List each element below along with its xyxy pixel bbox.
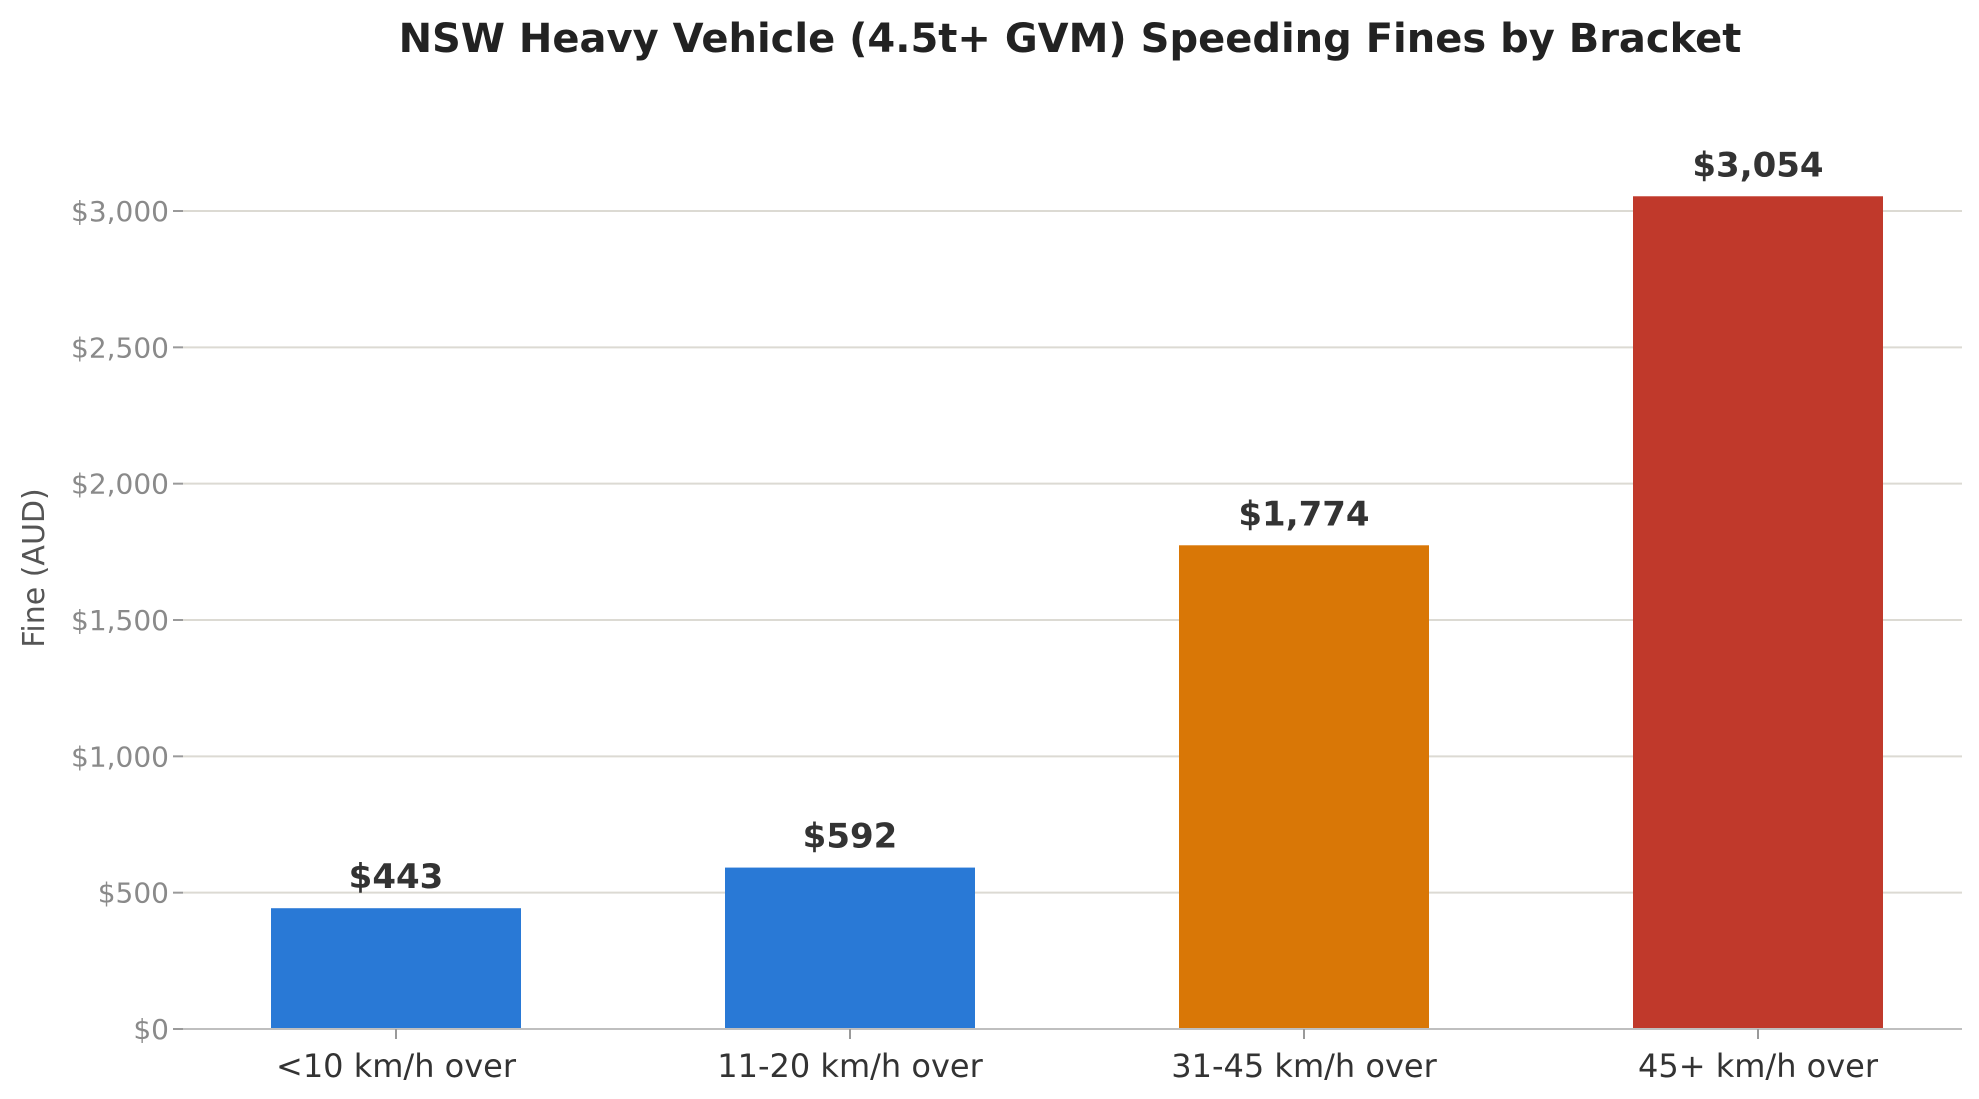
bars — [271, 196, 1883, 1029]
y-axis-label: Fine (AUD) — [17, 488, 52, 647]
chart-title: NSW Heavy Vehicle (4.5t+ GVM) Speeding F… — [399, 16, 1742, 62]
y-tick-label: $500 — [98, 877, 169, 910]
bar — [271, 908, 521, 1029]
y-tick-label: $3,000 — [71, 195, 169, 228]
data-label: $3,054 — [1692, 145, 1823, 185]
x-tick-label: 45+ km/h over — [1638, 1047, 1879, 1085]
y-tick-label: $2,500 — [71, 331, 169, 364]
bar — [725, 867, 975, 1029]
data-labels: $443 $592 $1,774 $3,054 — [349, 145, 1824, 897]
y-axis-ticks: $0 $500 $1,000 $1,500 $2,000 $2,500 $3,000 — [71, 195, 183, 1046]
y-tick-label: $1,000 — [71, 740, 169, 773]
bar — [1179, 545, 1429, 1029]
x-tick-label: <10 km/h over — [276, 1047, 517, 1085]
data-label: $592 — [803, 817, 898, 857]
y-tick-label: $1,500 — [71, 604, 169, 637]
data-label: $1,774 — [1238, 494, 1369, 534]
x-axis-ticks: <10 km/h over 11-20 km/h over 31-45 km/h o… — [276, 1029, 1879, 1085]
x-tick-label: 31-45 km/h over — [1171, 1047, 1437, 1085]
x-tick-label: 11-20 km/h over — [717, 1047, 983, 1085]
data-label: $443 — [349, 857, 444, 897]
y-tick-label: $0 — [133, 1013, 169, 1046]
bar — [1633, 196, 1883, 1029]
y-tick-label: $2,000 — [71, 468, 169, 501]
